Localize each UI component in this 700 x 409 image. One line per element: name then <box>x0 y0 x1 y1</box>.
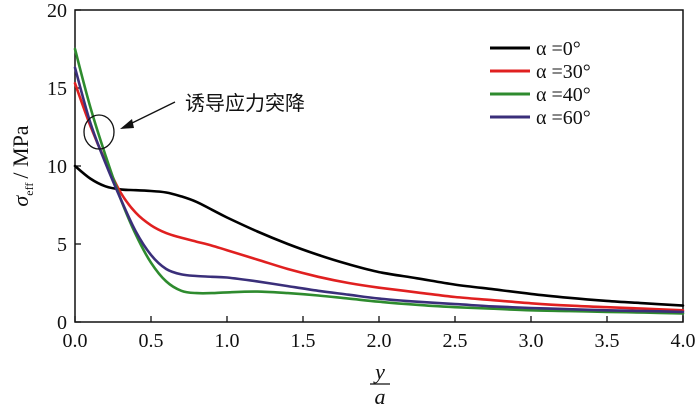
y-tick-label: 20 <box>47 0 67 22</box>
series-lines <box>73 47 685 315</box>
y-tick-label: 10 <box>47 156 67 178</box>
series-line-0 <box>73 164 685 307</box>
annotation-arrow-head <box>120 119 134 129</box>
series-line-2 <box>73 47 685 315</box>
y-axis-label-unit: / MPa <box>8 125 33 178</box>
legend: α =0°α =30°α =40°α =60° <box>490 38 591 129</box>
x-tick-label: 1.5 <box>291 330 316 352</box>
x-tick-label: 0.5 <box>139 330 164 352</box>
x-axis-ticks: 0.0 0.5 1.0 1.5 2.0 2.5 3.0 3.5 4.0 <box>63 316 696 352</box>
x-axis-label-numerator: y <box>373 359 385 384</box>
x-tick-label: 3.5 <box>595 330 620 352</box>
x-tick-label: 2.5 <box>443 330 468 352</box>
y-axis-label-symbol: σ <box>8 195 33 207</box>
y-axis-label: σeff / MPa <box>8 125 36 206</box>
x-tick-label: 0.0 <box>63 330 88 352</box>
legend-label-3: α =60° <box>536 107 591 129</box>
y-tick-label: 15 <box>47 78 67 100</box>
series-line-3 <box>73 66 685 314</box>
legend-label-2: α =40° <box>536 84 591 106</box>
x-axis-label-denominator: a <box>375 384 386 409</box>
y-tick-label: 0 <box>57 312 67 334</box>
x-tick-label: 4.0 <box>671 330 696 352</box>
legend-label-0: α =0° <box>536 38 581 60</box>
x-tick-label: 3.0 <box>519 330 544 352</box>
x-tick-label: 1.0 <box>215 330 240 352</box>
plot-frame <box>74 9 684 323</box>
x-tick-label: 2.0 <box>367 330 392 352</box>
annotation-text: 诱导应力突降 <box>185 91 305 115</box>
y-axis-label-sub: eff <box>22 183 36 196</box>
svg-text:σeff/ MPa: σeff / MPa <box>8 125 36 206</box>
annotation-arrow-line <box>127 101 176 126</box>
annotation-circle <box>83 114 115 150</box>
legend-label-1: α =30° <box>536 61 591 83</box>
y-tick-label: 5 <box>57 234 67 256</box>
y-axis-ticks: 0 5 10 15 20 <box>47 0 81 334</box>
series-line-1 <box>73 82 685 312</box>
